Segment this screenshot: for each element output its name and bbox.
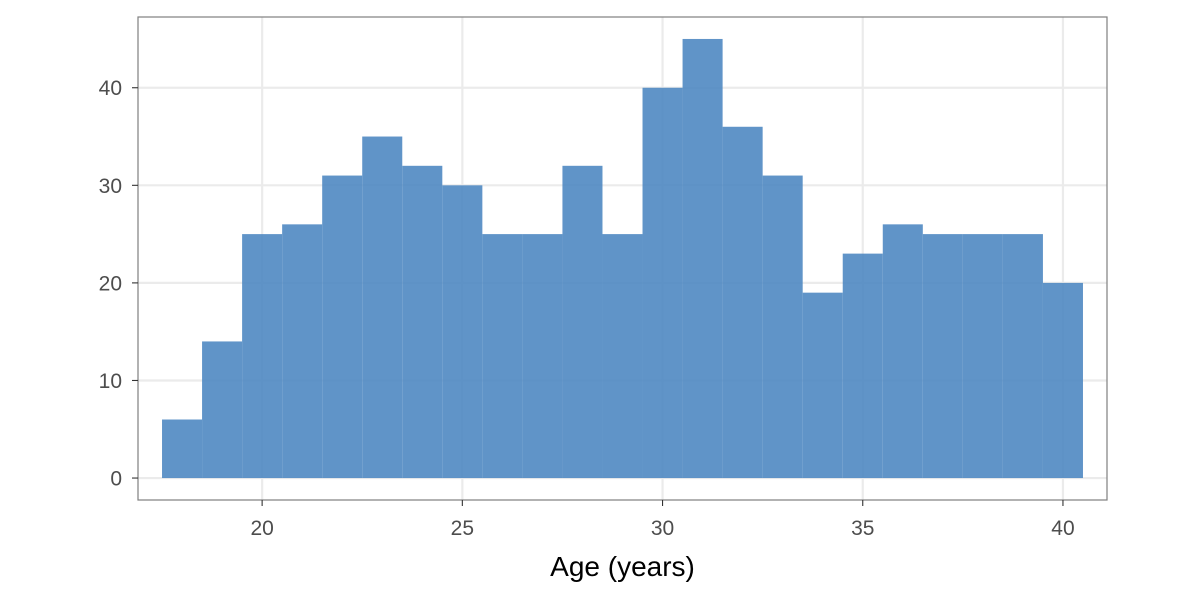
axis-ticks: 20 25 30 35 40 0 10 20 30 40 — [99, 77, 1075, 540]
histogram-bar — [482, 234, 523, 479]
histogram-bar — [762, 175, 803, 479]
histogram-bar — [202, 341, 243, 479]
histogram-bar — [1002, 234, 1043, 479]
x-tick-label: 20 — [250, 517, 273, 540]
histogram-bar — [402, 165, 443, 479]
histogram-bar — [282, 224, 323, 479]
histogram-bar — [722, 126, 763, 479]
histogram-bar — [162, 419, 203, 479]
histogram-bar — [522, 234, 563, 479]
histogram-bar — [442, 185, 483, 479]
x-axis-title: Age (years) — [550, 551, 695, 582]
y-tick-label: 20 — [99, 272, 122, 295]
histogram-bar — [562, 165, 603, 479]
histogram-bar — [882, 224, 923, 479]
y-tick-label: 40 — [99, 77, 122, 100]
x-tick-label: 30 — [651, 517, 674, 540]
y-tick-label: 0 — [110, 468, 122, 491]
histogram-bar — [802, 292, 843, 479]
histogram-bar — [842, 253, 883, 479]
histogram-bar — [922, 234, 963, 479]
histogram-bar — [322, 175, 363, 479]
y-tick-label: 30 — [99, 175, 122, 198]
histogram-bars — [162, 38, 1083, 479]
histogram-bar — [1042, 282, 1083, 479]
x-tick-label: 35 — [851, 517, 874, 540]
histogram-bar — [682, 38, 723, 479]
histogram-bar — [642, 87, 683, 479]
histogram-bar — [242, 234, 283, 479]
histogram-bar — [362, 136, 403, 479]
panel-border — [137, 16, 1108, 501]
x-tick-label: 40 — [1051, 517, 1074, 540]
histogram-bar — [602, 234, 643, 479]
x-tick-label: 25 — [451, 517, 474, 540]
y-tick-label: 10 — [99, 370, 122, 393]
histogram-bar — [962, 234, 1003, 479]
